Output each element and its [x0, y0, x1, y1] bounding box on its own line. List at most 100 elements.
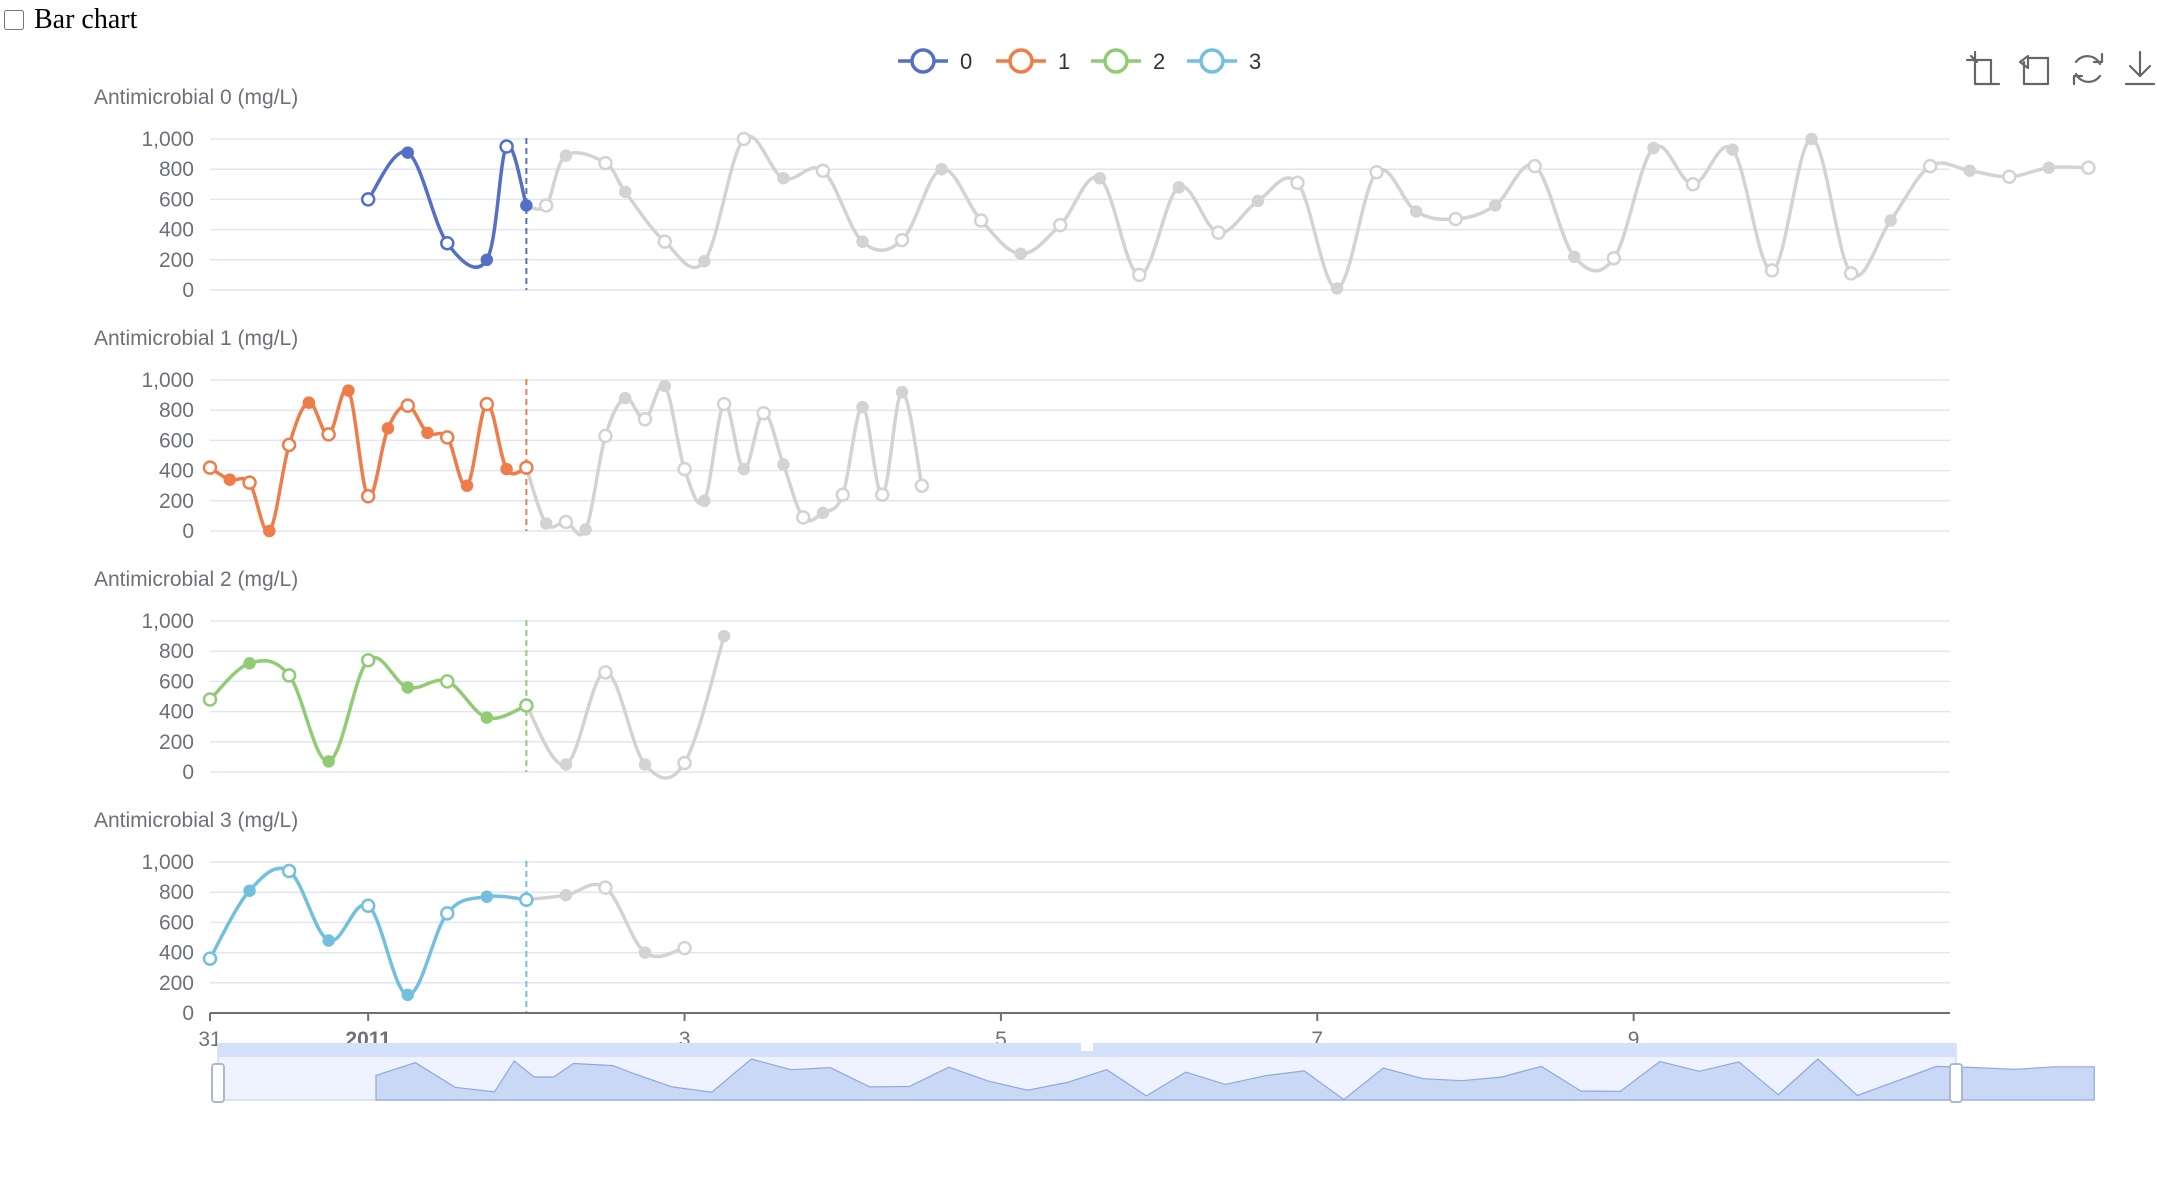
data-point[interactable] — [202, 951, 218, 966]
data-point[interactable] — [1726, 143, 1739, 156]
data-point[interactable] — [1647, 141, 1660, 155]
slider-handle-left[interactable] — [211, 1063, 225, 1103]
legend-item-2[interactable]: 2 — [1091, 48, 1165, 74]
data-point[interactable] — [401, 146, 414, 159]
data-point[interactable] — [677, 461, 692, 477]
data-point[interactable] — [698, 255, 711, 268]
data-point[interactable] — [539, 517, 553, 530]
data-point[interactable] — [658, 379, 672, 393]
data-point[interactable] — [1527, 158, 1543, 174]
data-point[interactable] — [243, 884, 256, 897]
data-point[interactable] — [519, 460, 534, 475]
data-point[interactable] — [1014, 247, 1027, 261]
data-point[interactable] — [677, 755, 692, 771]
data-point[interactable] — [202, 692, 218, 707]
data-point[interactable] — [1290, 175, 1305, 191]
data-point[interactable] — [1211, 225, 1226, 240]
download-icon[interactable] — [2124, 50, 2156, 86]
data-point[interactable] — [638, 758, 652, 771]
legend-item-1[interactable]: 1 — [996, 48, 1070, 74]
data-point[interactable] — [281, 668, 297, 683]
data-point[interactable] — [538, 198, 554, 213]
data-point[interactable] — [756, 405, 771, 421]
data-point[interactable] — [480, 890, 494, 903]
data-point[interactable] — [935, 162, 948, 176]
data-point[interactable] — [243, 657, 256, 670]
data-point[interactable] — [875, 487, 890, 503]
data-point[interactable] — [322, 755, 335, 768]
data-point[interactable] — [638, 946, 652, 959]
data-point[interactable] — [856, 400, 869, 414]
data-point[interactable] — [598, 155, 613, 171]
data-point[interactable] — [737, 462, 751, 476]
bar-chart-label[interactable]: Bar chart — [34, 4, 138, 35]
data-point[interactable] — [1369, 164, 1384, 180]
data-point[interactable] — [598, 428, 613, 444]
slider-handle-right[interactable] — [1949, 1063, 1963, 1103]
restore-icon[interactable] — [2072, 52, 2104, 86]
data-point[interactable] — [815, 163, 831, 178]
data-point[interactable] — [321, 427, 336, 442]
legend-item-0[interactable]: 0 — [898, 48, 972, 74]
data-point[interactable] — [894, 232, 910, 248]
data-point[interactable] — [1330, 282, 1344, 295]
data-point[interactable] — [2042, 161, 2056, 174]
data-point[interactable] — [895, 385, 909, 399]
data-point[interactable] — [598, 880, 613, 895]
data-point[interactable] — [698, 494, 711, 508]
data-point[interactable] — [559, 758, 573, 771]
data-point[interactable] — [1093, 172, 1107, 185]
data-point[interactable] — [440, 430, 455, 445]
zoom-select-icon[interactable] — [1965, 50, 2001, 86]
data-point[interactable] — [480, 711, 494, 724]
data-point[interactable] — [440, 674, 455, 689]
data-point[interactable] — [716, 396, 732, 412]
data-point[interactable] — [777, 172, 790, 185]
data-point[interactable] — [479, 396, 495, 412]
data-point[interactable] — [322, 934, 335, 947]
data-point[interactable] — [618, 391, 632, 405]
data-point[interactable] — [777, 458, 790, 471]
data-point[interactable] — [519, 892, 534, 907]
data-point[interactable] — [360, 489, 376, 504]
data-point[interactable] — [579, 523, 592, 536]
data-point[interactable] — [520, 199, 533, 212]
data-point[interactable] — [360, 898, 376, 914]
data-point[interactable] — [1052, 217, 1068, 233]
data-point[interactable] — [400, 398, 415, 413]
data-point[interactable] — [519, 698, 534, 713]
data-point[interactable] — [342, 384, 355, 397]
data-point[interactable] — [1685, 177, 1701, 192]
data-point[interactable] — [480, 253, 494, 267]
data-point[interactable] — [618, 185, 632, 199]
data-point[interactable] — [499, 139, 514, 154]
data-point[interactable] — [2081, 160, 2096, 175]
data-point[interactable] — [717, 629, 731, 643]
data-point[interactable] — [1448, 211, 1463, 227]
data-point[interactable] — [263, 524, 276, 538]
data-point[interactable] — [1132, 267, 1147, 283]
data-point[interactable] — [242, 475, 257, 490]
data-point[interactable] — [1488, 199, 1502, 212]
legend-item-3[interactable]: 3 — [1187, 48, 1261, 74]
data-point[interactable] — [202, 460, 218, 475]
data-point[interactable] — [816, 506, 830, 520]
data-point[interactable] — [1251, 194, 1265, 208]
data-point[interactable] — [856, 235, 869, 248]
bar-chart-checkbox[interactable] — [4, 10, 24, 30]
data-point[interactable] — [1606, 251, 1622, 266]
zoom-reset-icon[interactable] — [2018, 54, 2050, 86]
data-point[interactable] — [381, 422, 395, 435]
data-point[interactable] — [401, 681, 414, 694]
data-point[interactable] — [736, 131, 752, 147]
data-point[interactable] — [440, 235, 455, 251]
data-point[interactable] — [500, 462, 513, 476]
data-point[interactable] — [1568, 250, 1581, 264]
data-point[interactable] — [973, 213, 989, 228]
data-point[interactable] — [1922, 158, 1938, 174]
data-point[interactable] — [657, 234, 673, 249]
data-point[interactable] — [1172, 181, 1186, 194]
data-point[interactable] — [559, 888, 573, 902]
data-point[interactable] — [440, 906, 455, 921]
data-point[interactable] — [1805, 132, 1818, 146]
